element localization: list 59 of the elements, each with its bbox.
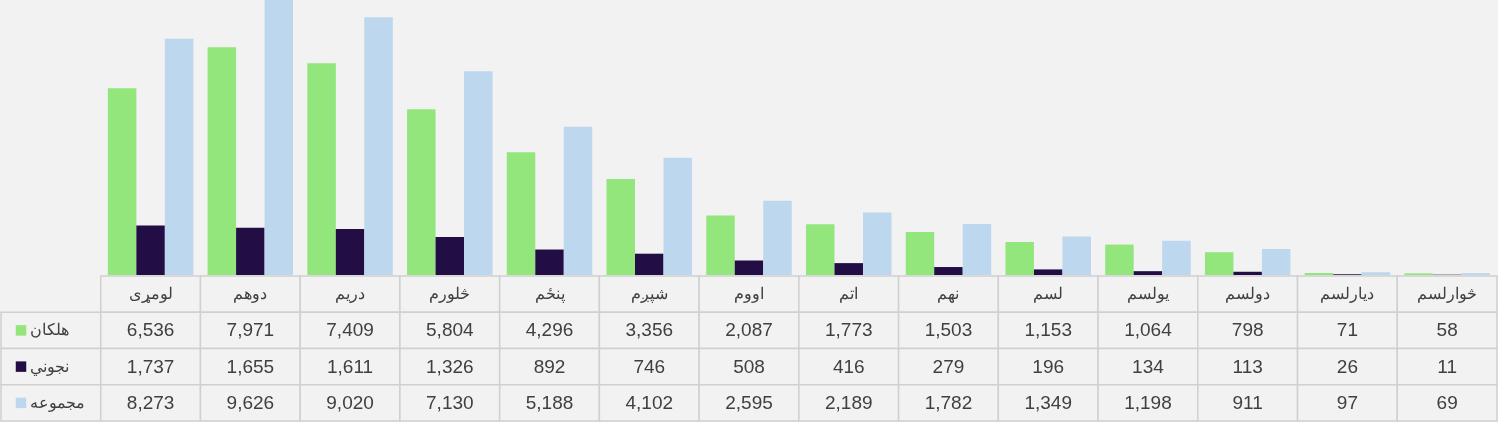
- data-label: 6,536: [126, 319, 175, 341]
- data-label: 7,971: [226, 319, 275, 341]
- data-label: 8,273: [126, 391, 175, 413]
- data-label: 1,737: [126, 355, 175, 377]
- x-tick-label: دریم: [335, 285, 366, 304]
- data-label: 1,349: [1024, 391, 1072, 413]
- data-label: 416: [832, 355, 865, 377]
- data-label: 58: [1436, 319, 1458, 341]
- data-label: 1,064: [1124, 319, 1173, 341]
- data-label: 2,087: [725, 319, 773, 341]
- data-label: 5,804: [426, 319, 475, 341]
- data-label: 5,188: [525, 391, 574, 413]
- data-label: 1,326: [426, 355, 474, 377]
- x-tick-label: شپږم: [630, 285, 668, 304]
- data-label: 7,409: [326, 319, 374, 341]
- data-label: 911: [1232, 391, 1263, 413]
- data-label: 71: [1336, 319, 1358, 341]
- legend-label: هلکان: [30, 321, 69, 339]
- x-tick-label: یولسم: [1126, 285, 1169, 304]
- x-tick-label: څلورم: [429, 285, 471, 304]
- x-tick-label: څوارلسم: [1417, 285, 1478, 304]
- data-label: 4,296: [525, 319, 574, 341]
- data-label: 279: [932, 355, 965, 377]
- data-label: 2,189: [824, 391, 873, 413]
- x-tick-label: دوهم: [233, 285, 268, 304]
- data-label: 1,503: [924, 319, 973, 341]
- data-label: 746: [633, 355, 666, 377]
- x-tick-label: دولسم: [1225, 285, 1271, 304]
- data-label: 2,595: [725, 391, 773, 413]
- data-label: 11: [1437, 355, 1457, 377]
- data-label: 1,655: [226, 355, 275, 377]
- data-label: 69: [1436, 391, 1458, 413]
- legend-label: مجموعه: [30, 393, 85, 412]
- data-label: 9,626: [226, 391, 275, 413]
- data-label: 1,782: [924, 391, 973, 413]
- legend-label: نجوني: [30, 357, 69, 376]
- data-label: 892: [533, 355, 566, 377]
- data-label: 798: [1231, 319, 1264, 341]
- data-label: 113: [1232, 355, 1263, 377]
- data-label: 4,102: [625, 391, 674, 413]
- data-label: 134: [1132, 355, 1165, 377]
- data-label: 3,356: [625, 319, 674, 341]
- data-label: 1,153: [1024, 319, 1072, 341]
- x-tick-label: پنځم: [534, 285, 565, 304]
- x-tick-label: لومړی: [128, 285, 173, 304]
- data-label: 7,130: [426, 391, 474, 413]
- data-label: 1,198: [1124, 391, 1172, 413]
- data-label: 1,611: [327, 355, 374, 377]
- data-label: 26: [1336, 355, 1358, 377]
- x-tick-label: دیارلسم: [1320, 285, 1375, 304]
- x-tick-label: اووم: [734, 285, 764, 304]
- data-label: 9,020: [326, 391, 374, 413]
- data-label: 196: [1032, 355, 1065, 377]
- x-tick-label: نهم: [937, 285, 960, 304]
- x-tick-label: لسم: [1033, 285, 1064, 304]
- x-tick-label: اتم: [839, 285, 859, 304]
- data-label: 1,773: [824, 319, 873, 341]
- data-label: 97: [1336, 391, 1358, 413]
- data-label: 508: [733, 355, 765, 377]
